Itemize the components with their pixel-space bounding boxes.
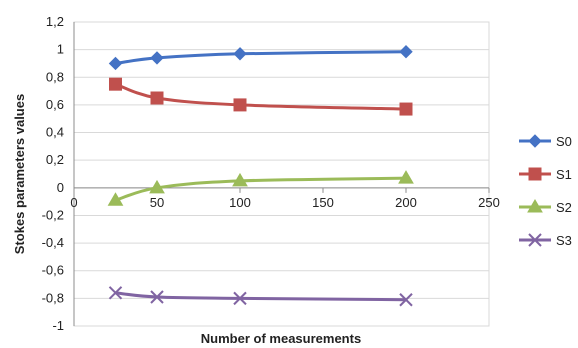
legend-item-s1: S1	[519, 167, 572, 182]
y-tick-label: -0,2	[42, 207, 64, 222]
x-tick-label: 250	[478, 195, 500, 210]
series-s0	[108, 45, 413, 71]
legend-s2-label: S2	[556, 200, 572, 215]
x-tick-label: 200	[395, 195, 417, 210]
y-tick-label: 1,2	[46, 14, 64, 29]
series-s1-point	[150, 91, 164, 105]
legend-item-s0: S0	[519, 134, 572, 149]
y-tick-label: -1	[52, 318, 64, 333]
series-s3	[108, 286, 413, 307]
legend-s3-label: S3	[556, 233, 572, 248]
x-tick-label: 100	[229, 195, 251, 210]
x-tick-label: 0	[70, 195, 77, 210]
legend-s1-marker	[528, 167, 542, 181]
y-tick-label: 0	[57, 180, 64, 195]
series-s1-point	[109, 77, 122, 91]
legend-s0-label: S0	[556, 134, 572, 149]
x-tick-label: 50	[150, 195, 164, 210]
legend-s0-marker	[528, 134, 542, 148]
y-tick-label: 0,8	[46, 69, 64, 84]
series-s3-point	[108, 286, 123, 300]
series-s3-line	[115, 291, 407, 302]
gridlines	[74, 21, 489, 327]
series-s0-point	[150, 51, 164, 65]
y-tick-label: 1	[57, 42, 64, 57]
y-axis-title: Stokes parameters values	[12, 94, 27, 254]
series-s2-point	[107, 192, 124, 206]
legend-item-s2: S2	[519, 199, 572, 215]
x-axis-title: Number of measurements	[201, 331, 361, 346]
x-tick-labels: 0 50 100 150 200 250	[70, 187, 500, 210]
series-s0-line	[115, 50, 407, 65]
legend-s1-label: S1	[556, 167, 572, 182]
y-tick-label: -0,4	[42, 235, 64, 250]
series-s1	[109, 77, 413, 116]
x-tick-label: 150	[312, 195, 334, 210]
series-s1-point	[233, 98, 247, 112]
y-tick-label: 0,6	[46, 97, 64, 112]
y-tick-label: -0,6	[42, 263, 64, 278]
legend-s2-marker	[527, 199, 543, 213]
y-tick-label: 0,2	[46, 152, 64, 167]
series-s2-line	[115, 176, 407, 202]
series-s3-point	[233, 291, 247, 306]
series-s0-point	[399, 45, 413, 59]
series-s1-point	[399, 102, 413, 116]
legend: S0 S1 S2 S3	[519, 134, 572, 248]
y-tick-labels: 1,2 1 0,8 0,6 0,4 0,2 0 -0,2 -0,4 -0,6 -0,8 -1	[42, 14, 64, 333]
series-s3-point	[150, 290, 164, 304]
plot-area-border	[73, 21, 490, 327]
series-s2-point	[232, 172, 248, 187]
series-s2-point	[149, 179, 165, 194]
y-tick-label: 0,4	[46, 125, 64, 140]
series-s1-line	[114, 82, 407, 111]
series-s0-point	[233, 47, 247, 61]
legend-s3-marker	[528, 233, 542, 247]
series-group	[107, 45, 414, 307]
y-tick-label: -0,8	[42, 290, 64, 305]
series-s2-point	[398, 170, 414, 184]
series-s3-point	[399, 293, 413, 307]
legend-item-s3: S3	[519, 233, 572, 248]
series-s0-point	[108, 56, 123, 71]
series-s2	[107, 170, 414, 206]
